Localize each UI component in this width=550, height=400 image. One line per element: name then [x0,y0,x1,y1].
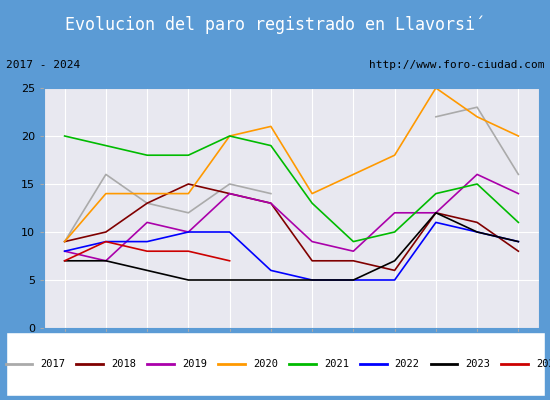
2021 [392,230,398,234]
2021 [309,201,316,206]
Text: 2020: 2020 [253,359,278,369]
2019 [392,210,398,215]
2019 [432,210,439,215]
2019 [474,172,481,177]
2023 [350,278,356,282]
2021 [350,239,356,244]
Line: 2022: 2022 [65,222,518,280]
2018 [267,201,274,206]
2023 [309,278,316,282]
2022 [102,239,109,244]
2018 [185,182,192,186]
2022 [61,249,68,254]
2018 [392,268,398,273]
2018 [515,249,521,254]
2018 [227,191,233,196]
Text: 2021: 2021 [324,359,349,369]
2021 [185,153,192,158]
2020 [515,134,521,138]
2020 [267,124,274,129]
2018 [474,220,481,225]
Line: 2019: 2019 [65,174,518,261]
2019 [267,201,274,206]
2021 [474,182,481,186]
2021 [102,143,109,148]
2023 [267,278,274,282]
2022 [267,268,274,273]
2017 [432,114,439,119]
2020 [102,191,109,196]
2018 [61,239,68,244]
2021 [144,153,151,158]
2022 [432,220,439,225]
Text: 2023: 2023 [465,359,491,369]
2021 [227,134,233,138]
2019 [227,191,233,196]
Line: 2017: 2017 [436,107,518,174]
2021 [515,220,521,225]
2020 [432,86,439,90]
2023 [61,258,68,263]
Text: 2018: 2018 [111,359,136,369]
2020 [185,191,192,196]
2019 [144,220,151,225]
2022 [474,230,481,234]
2019 [350,249,356,254]
2022 [515,239,521,244]
2022 [227,230,233,234]
2022 [350,278,356,282]
Text: 2024: 2024 [536,359,550,369]
2019 [61,249,68,254]
2019 [102,258,109,263]
2020 [392,153,398,158]
Text: 2022: 2022 [395,359,420,369]
2019 [185,230,192,234]
2023 [474,230,481,234]
2020 [309,191,316,196]
Text: Evolucion del paro registrado en Llavorsí: Evolucion del paro registrado en Llavors… [65,16,485,34]
2019 [515,191,521,196]
Text: 2017 - 2024: 2017 - 2024 [6,60,80,70]
2020 [350,172,356,177]
2017 [474,105,481,110]
2020 [144,191,151,196]
2018 [102,230,109,234]
2019 [309,239,316,244]
Line: 2023: 2023 [65,213,518,280]
2021 [61,134,68,138]
2023 [185,278,192,282]
2020 [61,239,68,244]
Text: http://www.foro-ciudad.com: http://www.foro-ciudad.com [369,60,544,70]
Text: 2019: 2019 [182,359,207,369]
2021 [432,191,439,196]
Line: 2020: 2020 [65,88,518,242]
2023 [227,278,233,282]
2022 [309,278,316,282]
2023 [392,258,398,263]
2021 [267,143,274,148]
2017 [515,172,521,177]
2022 [392,278,398,282]
2018 [309,258,316,263]
2018 [350,258,356,263]
FancyBboxPatch shape [6,332,544,396]
2018 [144,201,151,206]
2020 [474,114,481,119]
2023 [102,258,109,263]
2023 [144,268,151,273]
2023 [515,239,521,244]
2023 [432,210,439,215]
Line: 2018: 2018 [65,184,518,270]
Text: 2017: 2017 [41,359,65,369]
2022 [185,230,192,234]
2020 [227,134,233,138]
2018 [432,210,439,215]
2022 [144,239,151,244]
Line: 2021: 2021 [65,136,518,242]
